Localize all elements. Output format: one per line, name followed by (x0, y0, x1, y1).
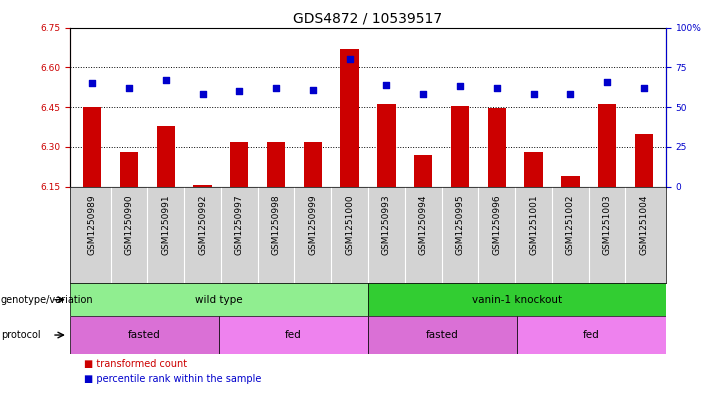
Point (491, 85, 503, 91)
Point (454, 83, 465, 90)
Text: GDS4872 / 10539517: GDS4872 / 10539517 (294, 12, 442, 26)
Text: GSM1251004: GSM1251004 (639, 195, 648, 255)
Point (418, 91, 429, 97)
Bar (451, 106, 469, 187)
Text: protocol: protocol (1, 330, 41, 340)
Bar (70, 283, 368, 316)
Point (123, 85, 135, 91)
Text: GSM1250989: GSM1250989 (88, 195, 97, 255)
Bar (377, 105, 395, 187)
Point (528, 91, 539, 97)
Text: fasted: fasted (128, 330, 161, 340)
Text: ■ percentile rank within the sample: ■ percentile rank within the sample (84, 374, 261, 384)
Bar (517, 316, 666, 354)
Text: fasted: fasted (426, 330, 459, 340)
Text: GSM1251003: GSM1251003 (603, 195, 611, 255)
Bar (120, 152, 138, 187)
Text: wild type: wild type (196, 295, 243, 305)
Text: GSM1250994: GSM1250994 (418, 195, 428, 255)
Bar (634, 134, 653, 187)
Text: ■ transformed count: ■ transformed count (84, 358, 187, 369)
Point (160, 77, 171, 83)
Bar (368, 283, 666, 316)
Point (565, 91, 576, 97)
Bar (598, 105, 616, 187)
Text: GSM1250999: GSM1250999 (308, 195, 318, 255)
Text: GSM1251000: GSM1251000 (345, 195, 354, 255)
Point (381, 82, 392, 88)
Point (639, 85, 650, 91)
Text: GSM1251001: GSM1251001 (529, 195, 538, 255)
Text: GSM1250990: GSM1250990 (125, 195, 133, 255)
Bar (230, 141, 248, 187)
Point (197, 91, 208, 97)
Point (344, 56, 355, 62)
Bar (70, 316, 219, 354)
Bar (83, 107, 102, 187)
Text: fed: fed (583, 330, 600, 340)
Text: genotype/variation: genotype/variation (1, 295, 93, 305)
Text: GSM1250993: GSM1250993 (382, 195, 391, 255)
Bar (304, 141, 322, 187)
Point (601, 79, 613, 85)
Bar (488, 108, 506, 187)
Bar (156, 126, 175, 187)
Bar (267, 141, 285, 187)
Bar (524, 152, 543, 187)
Text: GSM1250992: GSM1250992 (198, 195, 207, 255)
Bar (193, 185, 212, 187)
Text: GSM1250995: GSM1250995 (456, 195, 465, 255)
Text: vanin-1 knockout: vanin-1 knockout (472, 295, 562, 305)
Text: fed: fed (285, 330, 302, 340)
Bar (368, 316, 517, 354)
Point (86, 80, 97, 86)
Text: GSM1250998: GSM1250998 (271, 195, 280, 255)
Point (233, 88, 245, 94)
Point (307, 86, 318, 93)
Bar (341, 49, 359, 187)
Bar (219, 316, 368, 354)
Point (271, 85, 282, 91)
Bar (414, 155, 433, 187)
Text: GSM1250997: GSM1250997 (235, 195, 244, 255)
Bar (561, 176, 580, 187)
Text: GSM1250996: GSM1250996 (492, 195, 501, 255)
Text: GSM1250991: GSM1250991 (161, 195, 170, 255)
Text: GSM1251002: GSM1251002 (566, 195, 575, 255)
